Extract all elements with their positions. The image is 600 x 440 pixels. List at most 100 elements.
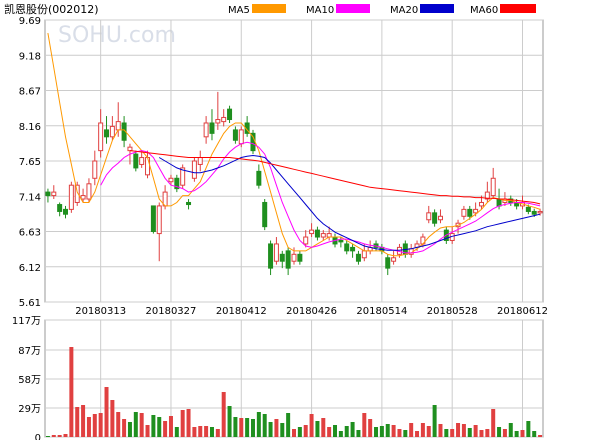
candle bbox=[209, 109, 215, 141]
price-tick-label: 5.61 bbox=[19, 298, 41, 309]
volume-bar bbox=[485, 429, 490, 437]
volume-bar bbox=[122, 419, 127, 437]
candle-body-down bbox=[467, 208, 473, 217]
candle-body-up bbox=[127, 146, 133, 152]
volume-bar bbox=[209, 427, 214, 437]
price-tick-label: 8.67 bbox=[19, 87, 41, 98]
volume-bar bbox=[116, 412, 121, 437]
candle-body-down bbox=[297, 253, 303, 262]
candle-body-up bbox=[80, 195, 86, 200]
candle-body-up bbox=[139, 157, 145, 165]
volume-tick-label: 29万 bbox=[18, 404, 41, 415]
candle-body-up bbox=[115, 121, 121, 131]
candle-body-down bbox=[186, 201, 192, 206]
candle-body-down bbox=[104, 129, 110, 138]
volume-bar bbox=[215, 429, 220, 437]
candle bbox=[86, 178, 92, 203]
candle bbox=[57, 202, 63, 217]
volume-bar bbox=[415, 431, 420, 437]
candle-body-up bbox=[215, 119, 221, 124]
candle bbox=[256, 164, 262, 189]
candle bbox=[268, 240, 274, 276]
candle-body-up bbox=[191, 160, 197, 179]
candle bbox=[133, 150, 139, 172]
candle-body-up bbox=[203, 122, 209, 138]
candle-body-down bbox=[45, 191, 51, 197]
candle-body-down bbox=[262, 201, 268, 228]
candle bbox=[104, 116, 110, 144]
volume-bar bbox=[356, 430, 361, 437]
volume-tick-label: 0 bbox=[35, 433, 41, 440]
candle-body-down bbox=[525, 206, 531, 212]
candle bbox=[297, 250, 303, 265]
ma-line-ma60 bbox=[129, 150, 541, 205]
price-tick-label: 9.18 bbox=[19, 51, 41, 62]
candle-body-up bbox=[478, 201, 484, 207]
candle bbox=[156, 202, 162, 262]
candle-body-down bbox=[174, 177, 180, 190]
candle bbox=[221, 109, 227, 127]
candle-body-up bbox=[426, 212, 432, 221]
volume-bar bbox=[333, 425, 338, 437]
candle-body-up bbox=[74, 184, 80, 203]
candle bbox=[68, 181, 74, 213]
volume-bar bbox=[491, 409, 496, 437]
volume-bar bbox=[57, 435, 62, 437]
candle-body-down bbox=[232, 129, 238, 141]
candle bbox=[291, 247, 297, 265]
price-tick-label: 6.12 bbox=[19, 263, 41, 274]
volume-bar bbox=[450, 429, 455, 437]
candle bbox=[145, 150, 151, 179]
volume-bar bbox=[286, 413, 291, 437]
volume-bar bbox=[303, 425, 308, 437]
candle bbox=[355, 250, 361, 265]
volume-bar bbox=[168, 416, 173, 437]
volume-bar bbox=[461, 424, 466, 437]
volume-bar bbox=[221, 392, 226, 437]
volume-bar bbox=[233, 417, 238, 437]
candle-body-down bbox=[133, 153, 139, 169]
candle-body-up bbox=[156, 205, 162, 235]
candle-body-up bbox=[473, 208, 479, 214]
candle bbox=[320, 230, 326, 241]
candle bbox=[338, 237, 344, 248]
volume-bar bbox=[69, 347, 74, 437]
candle bbox=[232, 126, 238, 144]
legend-swatch-ma60 bbox=[500, 4, 536, 13]
volume-bar bbox=[473, 425, 478, 437]
legend-label-ma60: MA60 bbox=[470, 5, 498, 16]
candle-body-up bbox=[309, 229, 315, 235]
candle bbox=[203, 116, 209, 144]
volume-bar bbox=[526, 421, 531, 437]
candle bbox=[186, 199, 192, 210]
date-tick-label: 20180426 bbox=[286, 306, 337, 317]
candle-body-up bbox=[303, 236, 309, 245]
volume-bar bbox=[502, 429, 507, 437]
candle bbox=[408, 243, 414, 258]
volume-bar bbox=[344, 426, 349, 437]
volume-bar bbox=[157, 417, 162, 437]
price-panel: 9.69 9.18 8.67 8.16 7.65 7.14 6.63 6.12 5.61 2018… bbox=[19, 16, 548, 317]
candle bbox=[250, 129, 256, 155]
volume-bar bbox=[151, 415, 156, 437]
candle-body-down bbox=[150, 205, 156, 232]
candle-body-up bbox=[86, 183, 92, 200]
volume-bar bbox=[180, 410, 185, 437]
candle bbox=[197, 150, 203, 172]
candle bbox=[92, 150, 98, 186]
volume-bar bbox=[292, 429, 296, 437]
volume-tick-label: 58万 bbox=[18, 375, 41, 386]
volume-bar bbox=[368, 419, 373, 437]
volume-bar bbox=[45, 436, 50, 437]
volume-bar bbox=[497, 427, 502, 437]
candle-body-up bbox=[145, 157, 151, 176]
volume-bar bbox=[520, 430, 525, 437]
volume-bar bbox=[98, 413, 103, 437]
candle-body-down bbox=[531, 210, 537, 215]
volume-bar bbox=[479, 430, 484, 437]
price-tick-label: 7.65 bbox=[19, 157, 41, 168]
candle-body-down bbox=[63, 208, 69, 215]
price-tick-label: 6.63 bbox=[19, 228, 41, 239]
volume-bar bbox=[350, 422, 355, 437]
volume-bar bbox=[239, 418, 244, 437]
